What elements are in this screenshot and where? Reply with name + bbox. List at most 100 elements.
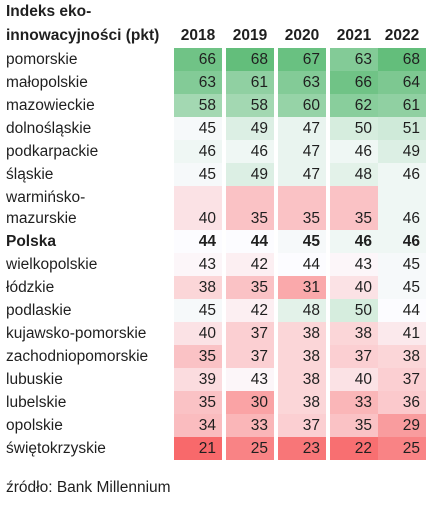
cell-value: 44	[402, 302, 420, 319]
cell-value: 45	[302, 233, 320, 250]
cell-zachodniopomorskie-2021: 37	[330, 345, 378, 368]
cell-świętokrzyskie-2018: 21	[174, 437, 222, 460]
cell-polska-2022: 46	[378, 230, 426, 253]
cell-value: 47	[302, 166, 320, 183]
row-label: podlaskie	[6, 302, 72, 319]
cell-opolskie-2019: 33	[226, 414, 274, 437]
cell-kujawsko-pomorskie-2020: 38	[278, 322, 326, 345]
cell-value: 49	[250, 166, 268, 183]
row-podlaskie: podlaskie 45 42 48 50 44	[0, 299, 429, 322]
cell-lubuskie-2020: 38	[278, 368, 326, 391]
cell-mazowieckie-2022: 61	[378, 94, 426, 117]
cell-pomorskie-2019: 68	[226, 48, 274, 71]
cell-value: 33	[354, 394, 372, 411]
cell-value: 38	[402, 348, 420, 365]
cell-pomorskie-2021: 63	[330, 48, 378, 71]
cell-śląskie-2022: 46	[378, 163, 426, 186]
row-label: opolskie	[6, 417, 63, 434]
cell-lubelskie-2021: 33	[330, 391, 378, 414]
cell-value: 50	[354, 120, 372, 137]
cell-mazowieckie-2019: 58	[226, 94, 274, 117]
cell-value: 31	[302, 279, 320, 296]
cell-opolskie-2020: 37	[278, 414, 326, 437]
cell-kujawsko-pomorskie-2018: 40	[174, 322, 222, 345]
cell-value: 43	[250, 371, 268, 388]
cell-śląskie-2019: 49	[226, 163, 274, 186]
cell-opolskie-2018: 34	[174, 414, 222, 437]
cell-value: 49	[250, 120, 268, 137]
cell-kujawsko-pomorskie-2019: 37	[226, 322, 274, 345]
cell-lubuskie-2018: 39	[174, 368, 222, 391]
cell-podlaskie-2021: 50	[330, 299, 378, 322]
cell-małopolskie-2021: 66	[330, 71, 378, 94]
cell-value: 37	[402, 371, 420, 388]
cell-value: 44	[198, 233, 216, 250]
cell-value: 40	[198, 325, 216, 342]
cell-łódzkie-2021: 40	[330, 276, 378, 299]
cell-value: 42	[250, 302, 268, 319]
cell-warmińsko-mazurskie-2020: 35	[278, 186, 326, 230]
cell-value: 45	[198, 120, 216, 137]
row-kujawsko-pomorskie: kujawsko-pomorskie 40 37 38 38 41	[0, 322, 429, 345]
cell-świętokrzyskie-2022: 25	[378, 437, 426, 460]
cell-wielkopolskie-2020: 44	[278, 253, 326, 276]
cell-małopolskie-2018: 63	[174, 71, 222, 94]
column-header-2018: 2018	[180, 27, 216, 44]
cell-value: 44	[302, 256, 320, 273]
row-label: podkarpackie	[6, 143, 99, 160]
cell-zachodniopomorskie-2018: 35	[174, 345, 222, 368]
row-wielkopolskie: wielkopolskie 43 42 44 43 45	[0, 253, 429, 276]
cell-value: 46	[402, 233, 420, 250]
cell-value: 33	[250, 417, 268, 434]
cell-value: 25	[402, 440, 420, 457]
cell-śląskie-2020: 47	[278, 163, 326, 186]
cell-value: 38	[302, 394, 320, 411]
row-label: śląskie	[6, 166, 54, 183]
cell-lubuskie-2021: 40	[330, 368, 378, 391]
cell-polska-2018: 44	[174, 230, 222, 253]
row-label: lubuskie	[6, 371, 63, 388]
cell-opolskie-2022: 29	[378, 414, 426, 437]
row-label: wielkopolskie	[6, 256, 98, 273]
cell-polska-2019: 44	[226, 230, 274, 253]
cell-value: 38	[302, 325, 320, 342]
cell-value: 63	[198, 74, 216, 91]
cell-value: 40	[354, 279, 372, 296]
cell-value: 58	[250, 97, 268, 114]
cell-łódzkie-2022: 45	[378, 276, 426, 299]
cell-value: 37	[302, 417, 320, 434]
cell-value: 35	[354, 417, 372, 434]
row-label: kujawsko-pomorskie	[6, 325, 147, 342]
cell-lubelskie-2020: 38	[278, 391, 326, 414]
cell-value: 22	[354, 440, 372, 457]
row-label: dolnośląskie	[6, 120, 92, 137]
cell-podkarpackie-2022: 49	[378, 140, 426, 163]
cell-wielkopolskie-2019: 42	[226, 253, 274, 276]
cell-value: 43	[354, 256, 372, 273]
cell-wielkopolskie-2022: 45	[378, 253, 426, 276]
cell-podlaskie-2019: 42	[226, 299, 274, 322]
row-podkarpackie: podkarpackie 46 46 47 46 49	[0, 140, 429, 163]
cell-świętokrzyskie-2021: 22	[330, 437, 378, 460]
cell-polska-2021: 46	[330, 230, 378, 253]
cell-podlaskie-2022: 44	[378, 299, 426, 322]
cell-świętokrzyskie-2020: 23	[278, 437, 326, 460]
row-label-line-1: warmińsko-	[6, 189, 86, 206]
cell-value: 45	[402, 256, 420, 273]
cell-value: 34	[198, 417, 216, 434]
cell-podkarpackie-2018: 46	[174, 140, 222, 163]
row-polska: Polska 44 44 45 46 46	[0, 230, 429, 253]
cell-value: 23	[302, 440, 320, 457]
cell-zachodniopomorskie-2020: 38	[278, 345, 326, 368]
cell-value: 61	[250, 74, 268, 91]
cell-pomorskie-2022: 68	[378, 48, 426, 71]
cell-value: 38	[198, 279, 216, 296]
row-lubuskie: lubuskie 39 43 38 40 37	[0, 368, 429, 391]
cell-warmińsko-mazurskie-2019: 35	[226, 186, 274, 230]
cell-value: 66	[354, 74, 372, 91]
cell-dolnośląskie-2022: 51	[378, 117, 426, 140]
cell-warmińsko-mazurskie-2022: 46	[378, 186, 426, 230]
cell-value: 46	[354, 233, 372, 250]
column-header-2019: 2019	[232, 27, 268, 44]
cell-value: 68	[250, 51, 268, 68]
